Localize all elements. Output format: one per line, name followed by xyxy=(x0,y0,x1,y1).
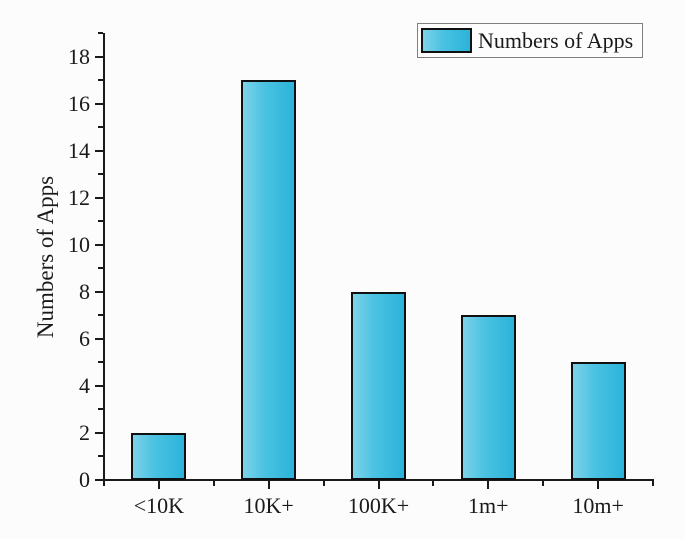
x-axis-minor-tick xyxy=(322,481,325,486)
y-axis-tick-label: 12 xyxy=(68,184,90,210)
y-axis-tick-label: 0 xyxy=(79,467,90,492)
y-axis-tick-label: 6 xyxy=(79,325,90,351)
legend-label: Numbers of Apps xyxy=(478,28,634,53)
y-axis-minor-tick xyxy=(98,32,103,34)
y-axis-major-tick xyxy=(95,55,103,58)
y-axis-major-tick xyxy=(95,337,103,340)
y-axis-major-tick xyxy=(95,384,103,387)
y-axis-minor-tick xyxy=(98,267,103,270)
x-axis-minor-tick xyxy=(212,481,215,486)
bar-1m+ xyxy=(461,315,516,480)
y-axis-minor-tick xyxy=(98,126,103,129)
bar-10m+ xyxy=(571,362,626,480)
bar-<10K xyxy=(131,433,186,480)
y-axis-title: Numbers of Apps xyxy=(33,175,58,339)
y-axis-major-tick xyxy=(95,479,103,481)
x-axis-minor-tick xyxy=(103,481,105,486)
x-axis-major-tick xyxy=(377,481,380,489)
y-axis-tick-label: 8 xyxy=(79,278,90,304)
y-axis-minor-tick xyxy=(98,408,103,411)
x-axis-tick-label: 100K+ xyxy=(347,493,410,518)
x-axis-tick-label: <10K xyxy=(133,493,185,518)
legend-box: Numbers of Apps xyxy=(417,23,643,58)
y-axis-minor-tick xyxy=(98,220,103,223)
y-axis-minor-tick xyxy=(98,79,103,82)
bar-10K+ xyxy=(241,80,296,480)
x-axis-tick-label: 10K+ xyxy=(243,493,294,518)
x-axis-minor-tick xyxy=(652,481,654,486)
x-axis-minor-tick xyxy=(432,481,435,486)
x-axis-major-tick xyxy=(267,481,270,489)
x-axis-major-tick xyxy=(157,481,160,489)
x-axis-tick-label: 10m+ xyxy=(572,493,624,518)
y-axis-tick-label: 18 xyxy=(68,43,90,69)
y-axis-major-tick xyxy=(95,431,103,434)
y-axis-tick-label: 4 xyxy=(79,372,90,398)
y-axis-tick-label: 2 xyxy=(79,419,90,445)
x-axis-major-tick xyxy=(487,481,490,489)
y-axis-major-tick xyxy=(95,290,103,293)
y-axis-tick-label: 14 xyxy=(68,137,90,163)
y-axis-major-tick xyxy=(95,196,103,199)
legend-swatch-icon xyxy=(421,28,472,53)
x-axis-major-tick xyxy=(597,481,600,489)
y-axis-line xyxy=(103,33,105,482)
y-axis-minor-tick xyxy=(98,455,103,458)
y-axis-tick-label: 10 xyxy=(68,231,90,257)
y-axis-major-tick xyxy=(95,243,103,246)
x-axis-tick-label: 1m+ xyxy=(468,493,509,518)
x-axis-minor-tick xyxy=(542,481,545,486)
y-axis-minor-tick xyxy=(98,173,103,176)
y-axis-minor-tick xyxy=(98,361,103,364)
x-axis-line xyxy=(103,479,654,481)
bar-100K+ xyxy=(351,292,406,480)
y-axis-minor-tick xyxy=(98,314,103,317)
y-axis-major-tick xyxy=(95,102,103,105)
y-axis-tick-label: 16 xyxy=(68,90,90,116)
y-axis-major-tick xyxy=(95,149,103,152)
